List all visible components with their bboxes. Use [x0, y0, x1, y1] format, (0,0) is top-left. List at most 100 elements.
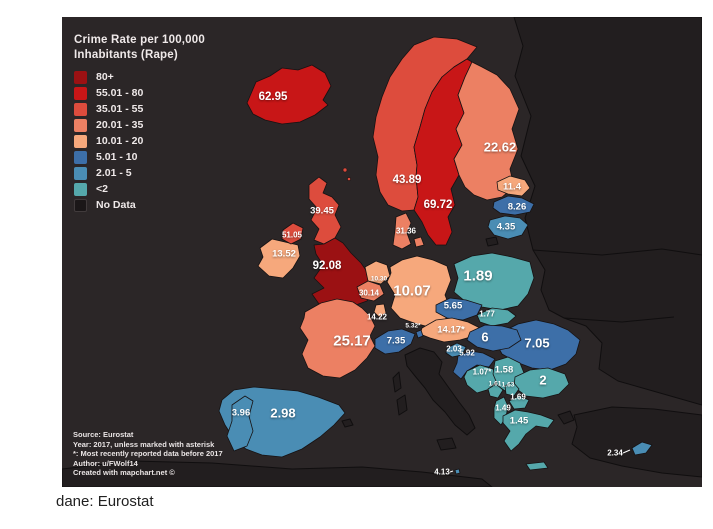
- value-label-poland: 1.89: [463, 267, 493, 285]
- value-label-norway: 43.89: [392, 174, 422, 186]
- country-shape-belgium: [356, 280, 385, 302]
- value-label-croatia: 5.92: [459, 348, 475, 358]
- source-line-2: Year: 2017, unless marked with asterisk: [73, 439, 215, 449]
- value-label-austria: 14.17*: [437, 324, 465, 336]
- value-label-bosnia-and-herzegovina: 1.07*: [472, 367, 492, 377]
- legend-label-20-01-35: 20.01 - 35: [96, 119, 144, 132]
- legend-item-35-01-55: 35.01 - 55: [74, 102, 205, 116]
- value-label-ireland: 13.52: [272, 248, 296, 260]
- country-shape-denmark: [392, 212, 412, 250]
- country-shape-estonia: [496, 175, 531, 197]
- country-shape-cyprus: [631, 441, 653, 456]
- country-shape-montenegro: [487, 383, 504, 399]
- value-label-romania: 7.05: [524, 335, 550, 351]
- europe-choropleth-map: Crime Rate per 100,000 Inhabitants (Rape…: [62, 17, 702, 487]
- country-shape-kosovo: [504, 381, 520, 397]
- country-shape-iceland: [246, 64, 332, 125]
- legend-label-80: 80+: [96, 71, 114, 84]
- source-line-5: Created with mapchart.net ©: [73, 468, 175, 478]
- corsica-nodata: [392, 371, 402, 393]
- value-label-greece: 1.45: [509, 415, 529, 427]
- cyprus-arrow: [622, 449, 631, 454]
- value-label-slovenia: 2.03: [446, 344, 462, 354]
- legend-label-35-01-55: 35.01 - 55: [96, 103, 144, 116]
- legend-label-2-01-5: 2.01 - 5: [96, 167, 132, 180]
- country-shape-croatia: [452, 350, 496, 380]
- legend-swatch-35-01-55: [74, 102, 87, 116]
- value-label-portugal: 3.96: [231, 407, 251, 419]
- legend-label-55-01-80: 55.01 - 80: [96, 87, 144, 100]
- country-shape-lithuania: [487, 215, 529, 240]
- map-canvas: [62, 17, 702, 487]
- north-africa-nodata: [62, 460, 493, 487]
- country-shape-latvia: [492, 195, 535, 216]
- country-shape-luxembourg: [373, 303, 387, 318]
- legend-items: 80+ 55.01 - 80 35.01 - 55 20.01 - 35 10.01 -…: [74, 70, 205, 212]
- value-label-north-macedonia: 1.69: [510, 392, 526, 402]
- legend-item-no-data: No Data: [74, 198, 205, 212]
- country-shape-slovakia: [476, 307, 517, 327]
- legend-label-no-data: No Data: [96, 199, 136, 212]
- turkey-nodata: [571, 406, 702, 478]
- legend-title-line2: Inhabitants (Rape): [74, 48, 178, 61]
- country-shape-poland: [453, 252, 535, 311]
- value-label-netherlands: 10.30: [370, 275, 388, 283]
- value-label-hungary: 6: [481, 329, 489, 345]
- country-shape-hungary: [466, 324, 522, 352]
- country-shape-scotland: [308, 176, 342, 245]
- value-label-france: 25.17: [333, 332, 371, 350]
- value-label-bulgaria: 2: [539, 372, 547, 388]
- value-label-liechtenstein: 5.32*: [405, 322, 421, 330]
- legend-label-2: <2: [96, 183, 108, 196]
- legend-item-10-01-20: 10.01 - 20: [74, 134, 205, 148]
- value-label-serbia: 1.58: [494, 364, 514, 376]
- value-label-kosovo: 1.63: [501, 381, 515, 389]
- legend-swatch-2-01-5: [74, 166, 87, 180]
- country-shape-england-wales: [311, 237, 374, 309]
- value-label-estonia: 11.4: [503, 181, 521, 193]
- sicily-nodata: [436, 437, 457, 451]
- legend-item-55-01-80: 55.01 - 80: [74, 86, 205, 100]
- source-line-4: Author: u/FWolf14: [73, 458, 138, 468]
- legend-label-5-01-10: 5.01 - 10: [96, 151, 138, 164]
- italy-nodata: [404, 347, 476, 436]
- value-label-slovakia: 1.77: [479, 309, 495, 319]
- value-label-finland: 22.62: [483, 139, 517, 155]
- legend-item-2: <2: [74, 182, 205, 196]
- country-shape-malta: [454, 468, 461, 475]
- value-label-czechia: 5.65: [443, 300, 463, 312]
- country-shape-portugal: [226, 395, 254, 452]
- value-label-germany: 10.07: [393, 282, 431, 300]
- turkey-european-nodata: [557, 410, 575, 425]
- country-shape-switzerland: [374, 328, 416, 355]
- legend-swatch-5-01-10: [74, 150, 87, 164]
- value-label-albania: 1.49: [495, 403, 511, 413]
- caption: dane: Eurostat: [56, 493, 154, 510]
- value-label-england-wales: 92.08: [312, 260, 342, 272]
- legend-swatch-80: [74, 70, 87, 84]
- value-label-malta: 4.13: [434, 467, 450, 477]
- legend-item-2-01-5: 2.01 - 5: [74, 166, 205, 180]
- value-label-spain: 2.98: [270, 405, 296, 421]
- map-legend: Crime Rate per 100,000 Inhabitants (Rape…: [74, 33, 205, 215]
- malta-arrow: [449, 470, 454, 473]
- legend-item-5-01-10: 5.01 - 10: [74, 150, 205, 164]
- orkney-dot: [347, 177, 351, 181]
- value-label-iceland: 62.95: [258, 91, 288, 103]
- country-shape-bulgaria: [513, 367, 570, 399]
- landmass-east-nodata: [513, 17, 702, 406]
- value-label-scotland: 39.45: [310, 205, 334, 217]
- legend-label-10-01-20: 10.01 - 20: [96, 135, 144, 148]
- legend-swatch-2: [74, 182, 87, 196]
- country-shape-greece: [502, 409, 555, 452]
- country-shape-france: [299, 298, 376, 379]
- shetland-dot: [342, 167, 348, 173]
- source-line-3: *: Most recently reported data before 20…: [73, 449, 223, 459]
- country-shape-northern-ireland: [281, 222, 304, 245]
- legend-title-line1: Crime Rate per 100,000: [74, 34, 205, 46]
- value-label-sweden: 69.72: [423, 199, 453, 211]
- value-label-switzerland: 7.35: [386, 335, 406, 347]
- source-block: Source: Eurostat Year: 2017, unless marke…: [73, 430, 223, 478]
- country-shape-denmark-islands: [413, 236, 425, 248]
